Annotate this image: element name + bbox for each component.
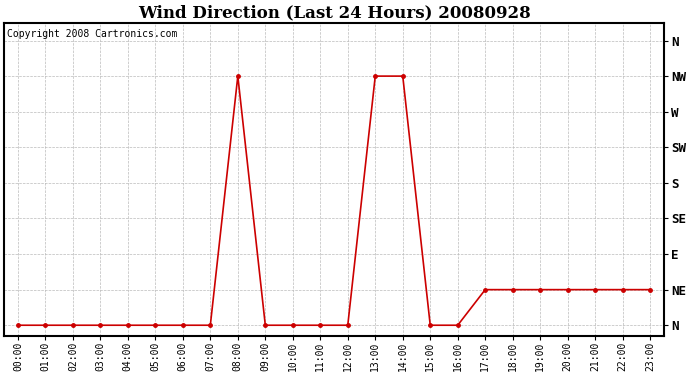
- Text: Copyright 2008 Cartronics.com: Copyright 2008 Cartronics.com: [8, 29, 178, 39]
- Title: Wind Direction (Last 24 Hours) 20080928: Wind Direction (Last 24 Hours) 20080928: [137, 4, 531, 21]
